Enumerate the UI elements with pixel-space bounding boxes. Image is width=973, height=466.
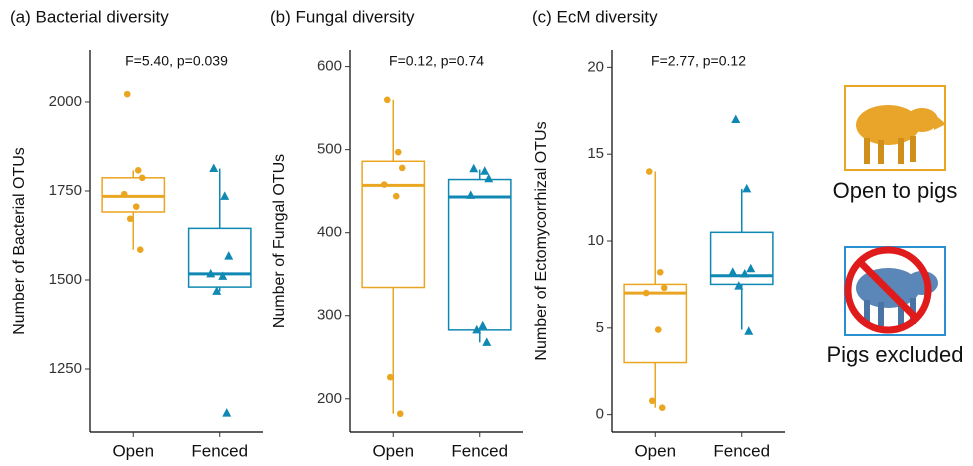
- y-tick-label: 300: [317, 307, 342, 324]
- point: [642, 289, 650, 297]
- y-tick-label: 200: [317, 390, 342, 407]
- box: [709, 231, 774, 286]
- point: [120, 190, 128, 198]
- point: [742, 183, 752, 193]
- point: [136, 246, 144, 254]
- x-tick-label: Open: [634, 441, 676, 460]
- point: [220, 191, 230, 200]
- point: [660, 284, 668, 292]
- point: [224, 251, 234, 260]
- excluded-pig-icon: [844, 246, 946, 336]
- point: [383, 96, 391, 104]
- y-tick-label: 1500: [49, 271, 82, 288]
- point: [132, 203, 140, 210]
- annotation: F=0.12, p=0.74: [389, 53, 484, 69]
- y-tick-label: 400: [317, 224, 342, 241]
- point: [380, 181, 388, 188]
- point: [472, 324, 482, 334]
- open-pig-icon: [844, 85, 946, 171]
- point: [392, 192, 400, 200]
- point: [123, 90, 131, 98]
- point: [218, 271, 228, 280]
- point: [648, 397, 656, 405]
- y-tick-label: 15: [587, 145, 604, 162]
- point: [656, 268, 664, 276]
- point: [394, 148, 402, 156]
- y-axis-label: Number of Bacterial OTUs: [11, 147, 28, 335]
- point: [480, 166, 490, 175]
- y-tick-label: 2000: [49, 93, 82, 110]
- x-tick-label: Open: [372, 441, 414, 460]
- y-tick-label: 600: [317, 58, 342, 75]
- point: [386, 373, 394, 381]
- point: [126, 215, 134, 223]
- y-tick-label: 20: [587, 58, 604, 75]
- box: [623, 283, 688, 364]
- y-axis-label: Number of Fungal OTUs: [271, 154, 288, 328]
- y-tick-label: 500: [317, 141, 342, 158]
- point: [482, 337, 492, 346]
- point: [744, 326, 754, 335]
- annotation: F=2.77, p=0.12: [651, 53, 746, 69]
- annotation: F=5.40, p=0.039: [125, 53, 228, 69]
- x-tick-label: Fenced: [713, 441, 770, 460]
- y-axis-label: Number of Ectomycorrhizal OTUs: [533, 121, 550, 360]
- point: [746, 263, 756, 273]
- box: [447, 178, 512, 331]
- point: [740, 268, 750, 278]
- side-label: Open to pigs: [833, 178, 958, 203]
- point: [398, 164, 406, 172]
- x-tick-label: Fenced: [191, 441, 248, 460]
- x-tick-label: Open: [112, 441, 154, 460]
- x-tick-label: Fenced: [451, 441, 508, 460]
- point: [206, 268, 216, 278]
- chart-title: (b) Fungal diversity: [270, 7, 415, 26]
- box: [187, 227, 252, 288]
- side-label: Pigs excluded: [827, 342, 964, 367]
- point: [728, 267, 738, 276]
- point: [209, 163, 219, 173]
- y-tick-label: 5: [596, 319, 604, 336]
- y-tick-label: 0: [596, 406, 604, 423]
- point: [484, 173, 494, 183]
- point: [466, 190, 476, 199]
- chart-title: (a) Bacterial diversity: [10, 7, 169, 26]
- point: [212, 286, 222, 295]
- y-tick-label: 1750: [49, 182, 82, 199]
- point: [469, 163, 479, 173]
- point: [134, 167, 142, 174]
- point: [734, 281, 744, 290]
- y-tick-label: 10: [587, 232, 604, 249]
- chart-title: (c) EcM diversity: [532, 7, 658, 26]
- box: [361, 160, 426, 289]
- point: [478, 320, 488, 330]
- y-tick-label: 1250: [49, 360, 82, 377]
- point: [396, 410, 404, 418]
- point: [222, 408, 232, 417]
- point: [731, 114, 741, 123]
- point: [654, 326, 662, 333]
- point: [138, 174, 146, 182]
- point: [658, 404, 666, 411]
- point: [645, 168, 653, 175]
